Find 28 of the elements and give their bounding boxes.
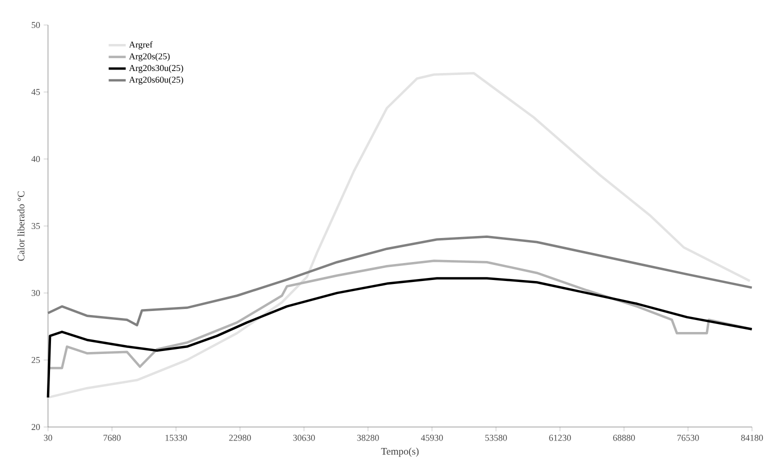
x-tick-label: 53580 xyxy=(485,434,507,441)
x-tick-label: 7680 xyxy=(104,434,121,441)
x-tick-label: 84180 xyxy=(741,434,763,441)
x-axis-title: Tempo(s) xyxy=(381,448,419,457)
y-tick-label: 45 xyxy=(31,89,40,95)
x-tick-label: 76530 xyxy=(677,434,699,441)
line-series xyxy=(46,72,752,399)
y-tick-label: 50 xyxy=(32,22,40,28)
x-tick-label: 38280 xyxy=(357,434,379,441)
y-tick-label: 30 xyxy=(32,290,40,296)
line-series xyxy=(46,277,754,399)
x-tick-label: 45930 xyxy=(420,434,443,441)
y-tick-label: 35 xyxy=(32,222,40,230)
x-tick-label: 22980 xyxy=(229,434,251,441)
line-series xyxy=(46,236,754,326)
x-tick-label: 61230 xyxy=(549,434,571,441)
legend-label: Arg20s60u(25) xyxy=(128,76,184,85)
y-tick-label: 40 xyxy=(31,156,40,162)
legend-label: Argref xyxy=(128,41,153,50)
legend-label: Arg20s30u(25) xyxy=(128,64,184,73)
y-axis-title: Calor liberado °C xyxy=(17,191,24,261)
x-tick-label: 30 xyxy=(44,434,52,441)
legend-label: Arg20s(25) xyxy=(128,53,170,62)
x-tick-label: 68880 xyxy=(613,434,635,441)
y-tick-label: 25 xyxy=(32,356,40,364)
x-tick-label: 30630 xyxy=(293,434,315,441)
x-tick-label: 15330 xyxy=(166,434,187,441)
y-tick-label: 20 xyxy=(32,424,40,430)
